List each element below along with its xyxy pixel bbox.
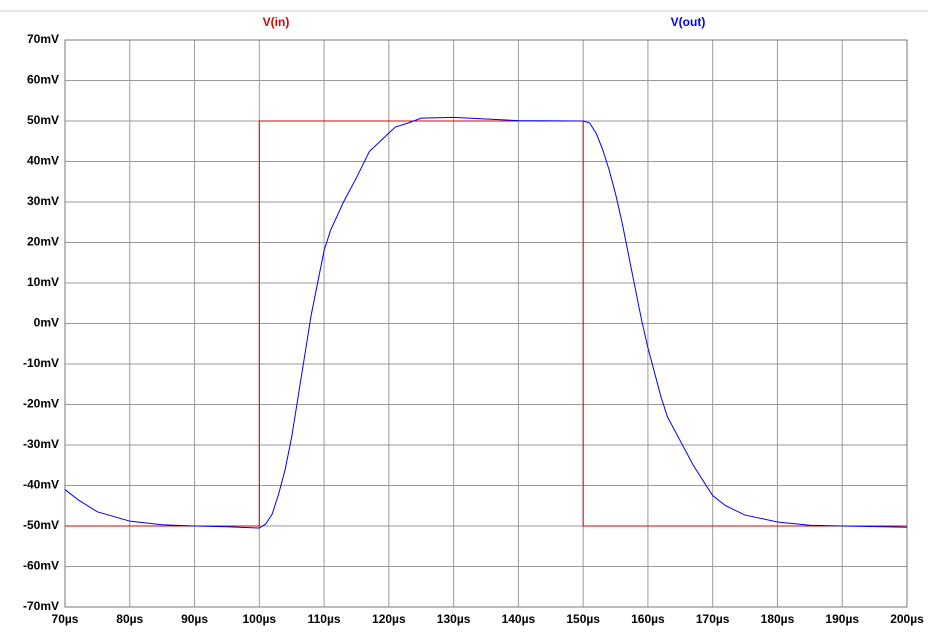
y-tick-label: -70mV bbox=[23, 599, 59, 613]
x-tick-label: 90µs bbox=[181, 612, 208, 626]
y-tick-label: -40mV bbox=[23, 478, 59, 492]
y-tick-label: -30mV bbox=[23, 437, 59, 451]
plot-frame bbox=[64, 39, 908, 608]
y-tick-label: 60mV bbox=[27, 73, 59, 87]
y-tick-label: 40mV bbox=[27, 154, 59, 168]
y-tick-label: -20mV bbox=[23, 397, 59, 411]
x-tick-label: 110µs bbox=[308, 612, 341, 626]
x-tick-label: 100µs bbox=[243, 612, 277, 626]
x-tick-label: 190µs bbox=[825, 612, 859, 626]
y-tick-label: 0mV bbox=[34, 316, 59, 330]
y-tick-label: -60mV bbox=[23, 559, 59, 573]
x-tick-label: 150µs bbox=[566, 612, 600, 626]
y-tick-label: 10mV bbox=[27, 275, 59, 289]
y-tick-label: 70mV bbox=[27, 32, 59, 46]
y-tick-label: 50mV bbox=[27, 113, 59, 127]
y-tick-label: 20mV bbox=[27, 235, 59, 249]
y-tick-label: 30mV bbox=[27, 194, 59, 208]
series-line bbox=[65, 120, 907, 527]
x-tick-label: 160µs bbox=[631, 612, 665, 626]
x-tick-label: 200µs bbox=[890, 612, 924, 626]
x-tick-label: 130µs bbox=[437, 612, 471, 626]
legend-label: V(in) bbox=[263, 15, 290, 29]
x-tick-label: 170µs bbox=[696, 612, 730, 626]
y-tick-label: -50mV bbox=[23, 518, 59, 532]
legend-label: V(out) bbox=[671, 15, 706, 29]
series-line bbox=[64, 116, 908, 529]
x-tick-label: 80µs bbox=[116, 612, 143, 626]
y-tick-label: -10mV bbox=[23, 356, 59, 370]
x-tick-label: 70µs bbox=[52, 612, 79, 626]
x-tick-label: 140µs bbox=[502, 612, 536, 626]
x-tick-label: 120µs bbox=[372, 612, 406, 626]
x-tick-label: 180µs bbox=[761, 612, 795, 626]
